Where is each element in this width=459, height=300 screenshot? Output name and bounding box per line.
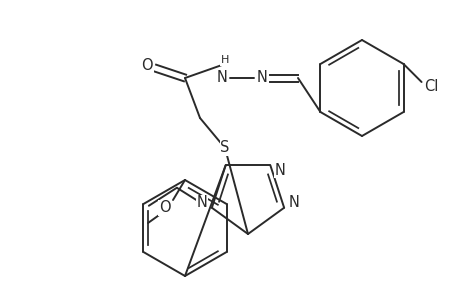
Text: O: O xyxy=(141,58,152,73)
Text: S: S xyxy=(220,140,229,155)
Text: H: H xyxy=(220,55,229,65)
Text: N: N xyxy=(216,70,227,86)
Text: N: N xyxy=(274,163,285,178)
Text: N: N xyxy=(256,70,267,86)
Text: N: N xyxy=(196,195,207,210)
Text: O: O xyxy=(159,200,170,215)
Text: N: N xyxy=(288,195,299,210)
Text: Cl: Cl xyxy=(424,80,438,94)
